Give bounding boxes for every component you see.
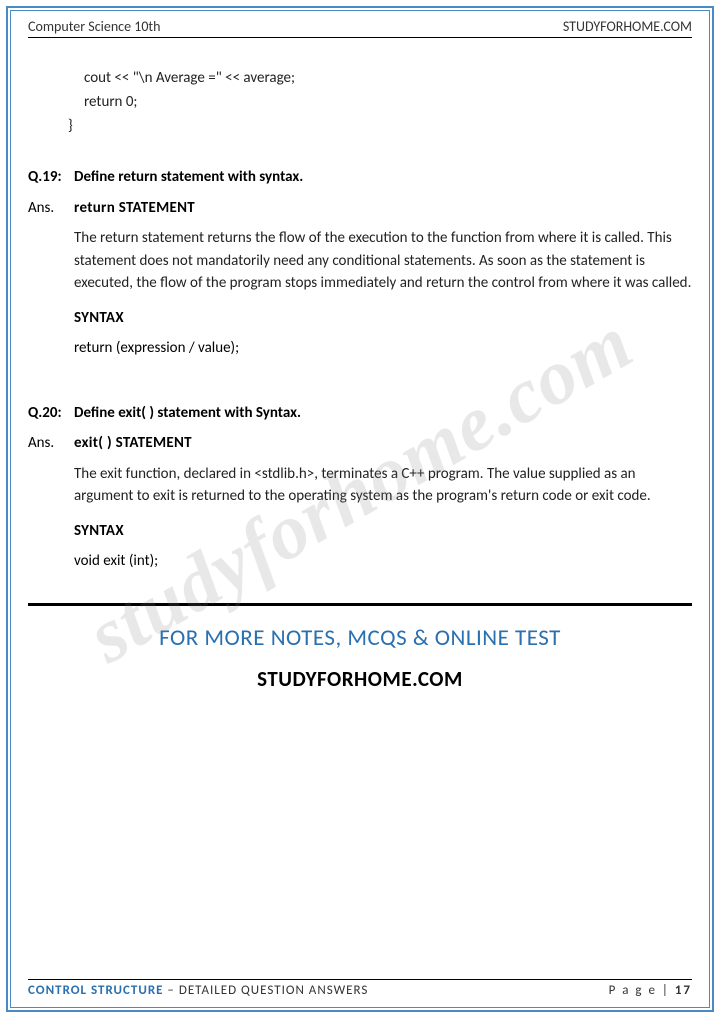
- code-line: }: [68, 114, 692, 138]
- q20-ans-label: Ans.: [28, 432, 74, 589]
- section-divider: [28, 603, 692, 606]
- footer-right: P a g e | 17: [609, 983, 692, 998]
- page-header: Computer Science 10th STUDYFORHOME.COM: [28, 18, 692, 38]
- promo-line-1: FOR MORE NOTES, MCQS & ONLINE TEST: [28, 624, 692, 652]
- q20-subhead: exit( ) STATEMENT: [74, 432, 692, 455]
- q20-syntax-line: void exit (int);: [74, 550, 692, 573]
- q19-ans-label: Ans.: [28, 197, 74, 376]
- header-right: STUDYFORHOME.COM: [563, 18, 692, 35]
- q19-syntax-line: return (expression / value);: [74, 337, 692, 360]
- q19-syntax-head: SYNTAX: [74, 307, 692, 330]
- q19-paragraph: The return statement returns the flow of…: [74, 227, 692, 295]
- footer-chapter: CONTROL STRUCTURE: [28, 983, 163, 998]
- promo-line-2: STUDYFORHOME.COM: [28, 666, 692, 692]
- q20-paragraph: The exit function, declared in <stdlib.h…: [74, 463, 692, 508]
- footer-subtitle: – DETAILED QUESTION ANSWERS: [163, 983, 368, 998]
- code-snippet: cout << "\n Average =" << average; retur…: [84, 66, 692, 138]
- code-line: cout << "\n Average =" << average;: [84, 66, 692, 90]
- page-footer: CONTROL STRUCTURE – DETAILED QUESTION AN…: [28, 979, 692, 998]
- page-content: Computer Science 10th STUDYFORHOME.COM s…: [14, 14, 706, 1004]
- page-number: 17: [675, 983, 692, 998]
- q20-question: Define exit( ) statement with Syntax.: [74, 402, 301, 425]
- q20-label: Q.20:: [28, 402, 74, 425]
- q20-syntax-head: SYNTAX: [74, 520, 692, 543]
- q19-label: Q.19:: [28, 166, 74, 189]
- code-line: return 0;: [84, 90, 692, 114]
- q19-question: Define return statement with syntax.: [74, 166, 303, 189]
- header-left: Computer Science 10th: [28, 18, 160, 35]
- question-19: Q.19: Define return statement with synta…: [28, 166, 692, 376]
- q19-subhead: return STATEMENT: [74, 197, 692, 220]
- page-label: P a g e |: [609, 983, 675, 998]
- footer-left: CONTROL STRUCTURE – DETAILED QUESTION AN…: [28, 983, 368, 998]
- question-20: Q.20: Define exit( ) statement with Synt…: [28, 402, 692, 589]
